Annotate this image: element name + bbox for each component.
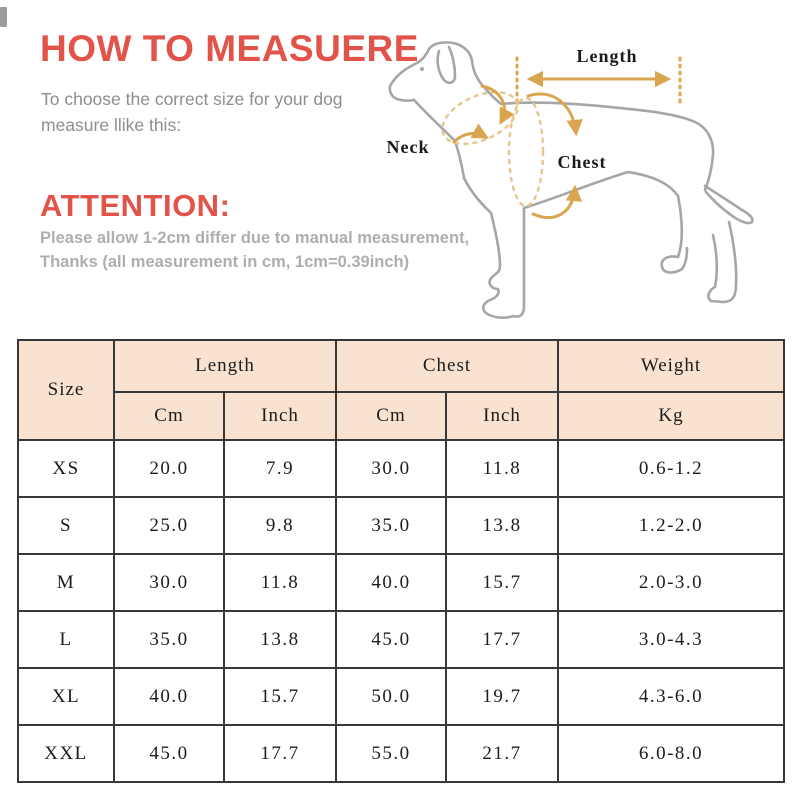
- intro-text-line2: measure llike this:: [41, 115, 182, 136]
- cell-chest-cm: 45.0: [335, 610, 448, 669]
- cell-size: XS: [17, 439, 115, 498]
- subheader-weight-kg: Kg: [557, 391, 786, 441]
- dog-jaw: [388, 84, 416, 102]
- intro-text: To choose the correct size for your dog …: [41, 86, 343, 139]
- cell-size: L: [17, 610, 115, 669]
- size-table-body: XS 20.0 7.9 30.0 11.8 0.6-1.2 S 25.0 9.8…: [17, 439, 786, 783]
- cell-size: XL: [17, 667, 115, 726]
- cell-length-inch: 11.8: [222, 553, 338, 612]
- intro-text-line1: To choose the correct size for your dog: [41, 89, 343, 109]
- subheader-length-cm: Cm: [113, 391, 225, 441]
- cell-chest-inch: 21.7: [445, 724, 560, 783]
- cell-length-cm: 25.0: [113, 496, 225, 555]
- size-row-xxl: XXL 45.0 17.7 55.0 21.7 6.0-8.0: [17, 724, 786, 783]
- cell-length-inch: 15.7: [222, 667, 338, 726]
- cell-chest-cm: 40.0: [335, 553, 448, 612]
- cell-length-cm: 30.0: [113, 553, 225, 612]
- cell-weight-kg: 4.3-6.0: [557, 667, 786, 726]
- cell-size: XXL: [17, 724, 115, 783]
- header-group-row: Size Length Chest Weight: [17, 339, 786, 441]
- size-table-header: Size Length Chest Weight Cm Inch Cm Inch…: [17, 339, 786, 441]
- cell-length-cm: 40.0: [113, 667, 225, 726]
- chest-annotation: Chest: [507, 92, 607, 220]
- length-annotation: Length: [515, 46, 682, 105]
- size-row-xl: XL 40.0 15.7 50.0 19.7 4.3-6.0: [17, 667, 786, 726]
- header-size: Size: [17, 339, 115, 441]
- size-row-m: M 30.0 11.8 40.0 15.7 2.0-3.0: [17, 553, 786, 612]
- cell-chest-inch: 11.8: [445, 439, 560, 498]
- cell-weight-kg: 2.0-3.0: [557, 553, 786, 612]
- cell-size: M: [17, 553, 115, 612]
- subheader-length-inch: Inch: [222, 391, 338, 441]
- cell-length-inch: 7.9: [222, 439, 338, 498]
- length-label: Length: [576, 46, 637, 66]
- neck-arrow-right: [452, 123, 489, 144]
- subheader-chest-inch: Inch: [445, 391, 560, 441]
- attention-text: Please allow 1-2cm differ due to manual …: [40, 227, 469, 275]
- neck-arrow-down: [480, 84, 515, 125]
- attention-text-line2: Thanks (all measurement in cm, 1cm=0.39i…: [40, 252, 410, 271]
- cell-length-inch: 17.7: [222, 724, 338, 783]
- header-length: Length: [112, 339, 338, 393]
- dog-rear-leg: [707, 220, 738, 304]
- chest-arrow-bottom: [531, 184, 583, 220]
- cell-chest-inch: 19.7: [445, 667, 560, 726]
- size-table: Size Length Chest Weight Cm Inch Cm Inch…: [17, 339, 786, 783]
- size-row-xs: XS 20.0 7.9 30.0 11.8 0.6-1.2: [17, 439, 786, 498]
- cell-chest-cm: 30.0: [335, 439, 448, 498]
- attention-title: ATTENTION:: [40, 188, 231, 223]
- cell-chest-inch: 15.7: [445, 553, 560, 612]
- cell-chest-cm: 55.0: [335, 724, 448, 783]
- chest-arrow-top: [526, 92, 583, 137]
- cell-chest-cm: 50.0: [335, 667, 448, 726]
- cell-weight-kg: 0.6-1.2: [557, 439, 786, 498]
- edge-artifact: [0, 7, 7, 27]
- cell-weight-kg: 1.2-2.0: [557, 496, 786, 555]
- header-weight: Weight: [557, 339, 786, 393]
- dog-tail: [703, 184, 754, 225]
- cell-length-cm: 45.0: [113, 724, 225, 783]
- dog-measurement-diagram: Length Neck Chest: [387, 41, 754, 319]
- dog-far-hind-leg: [660, 194, 689, 274]
- size-row-s: S 25.0 9.8 35.0 13.8 1.2-2.0: [17, 496, 786, 555]
- cell-weight-kg: 6.0-8.0: [557, 724, 786, 783]
- dog-eye: [420, 67, 424, 71]
- cell-chest-inch: 13.8: [445, 496, 560, 555]
- cell-chest-cm: 35.0: [335, 496, 448, 555]
- cell-weight-kg: 3.0-4.3: [557, 610, 786, 669]
- dog-head-back-rump: [388, 41, 715, 192]
- dog-outline: [388, 41, 754, 319]
- dog-thigh: [626, 170, 680, 198]
- header-chest: Chest: [335, 339, 560, 393]
- subheader-chest-cm: Cm: [335, 391, 448, 441]
- neck-label: Neck: [387, 137, 430, 157]
- dog-front-leg: [462, 176, 526, 319]
- cell-length-cm: 35.0: [113, 610, 225, 669]
- header-unit-row: Cm Inch Cm Inch Kg: [18, 391, 786, 441]
- cell-size: S: [17, 496, 115, 555]
- page-title: HOW TO MEASUERE: [40, 28, 419, 69]
- cell-chest-inch: 17.7: [445, 610, 560, 669]
- cell-length-inch: 9.8: [222, 496, 338, 555]
- cell-length-cm: 20.0: [113, 439, 225, 498]
- neck-girth-ellipse: [441, 90, 519, 146]
- size-row-l: L 35.0 13.8 45.0 17.7 3.0-4.3: [17, 610, 786, 669]
- cell-length-inch: 13.8: [222, 610, 338, 669]
- attention-text-line1: Please allow 1-2cm differ due to manual …: [40, 229, 470, 247]
- chest-label: Chest: [558, 152, 607, 172]
- neck-annotation: Neck: [387, 84, 519, 157]
- dog-ear: [436, 45, 457, 85]
- chest-girth-ellipse: [507, 96, 545, 208]
